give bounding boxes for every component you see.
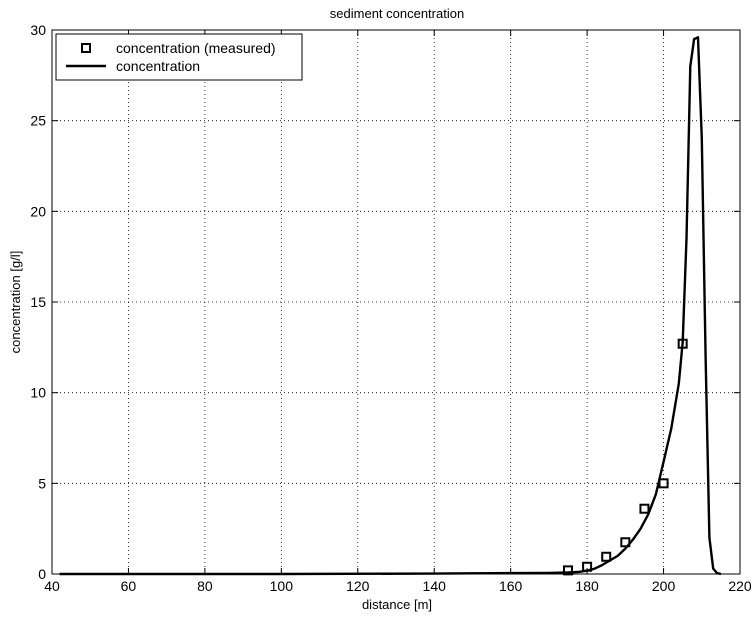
x-tick-label: 160 xyxy=(499,578,523,594)
legend-box xyxy=(55,33,303,81)
y-tick-label: 10 xyxy=(30,385,46,401)
legend-entry: concentration xyxy=(116,58,200,74)
ticks: 40 60 80 100 120 140 160 180 200 220 0 5 10 15 20 25 30 xyxy=(30,22,751,594)
x-tick-label: 200 xyxy=(652,578,676,594)
data-point-measured xyxy=(601,551,612,562)
x-tick-label: 100 xyxy=(270,578,294,594)
x-tick-label: 180 xyxy=(575,578,599,594)
y-tick-label: 30 xyxy=(30,22,46,38)
x-axis-label: distance [m] xyxy=(362,597,432,612)
x-tick-label: 40 xyxy=(44,578,60,594)
x-tick-label: 60 xyxy=(121,578,137,594)
y-tick-label: 20 xyxy=(30,203,46,219)
plot-area xyxy=(59,36,722,576)
y-tick-label: 15 xyxy=(30,294,46,310)
legend-square-symbol xyxy=(81,43,91,53)
legend: concentration (measured) concentration xyxy=(55,33,303,81)
data-point-measured xyxy=(639,503,650,514)
y-tick-label: 0 xyxy=(38,566,46,582)
series-line-concentration xyxy=(59,36,722,576)
y-tick-label: 5 xyxy=(38,475,46,491)
legend-entry: concentration (measured) xyxy=(116,40,276,56)
y-tick-label: 25 xyxy=(30,113,46,129)
x-tick-label: 120 xyxy=(346,578,370,594)
x-tick-label: 140 xyxy=(423,578,447,594)
x-tick-label: 220 xyxy=(728,578,752,594)
chart-title: sediment concentration xyxy=(330,6,464,21)
y-axis-label: concentration [g/l] xyxy=(8,251,23,354)
grid xyxy=(52,30,740,574)
x-tick-label: 80 xyxy=(197,578,213,594)
data-point-measured xyxy=(658,478,669,489)
